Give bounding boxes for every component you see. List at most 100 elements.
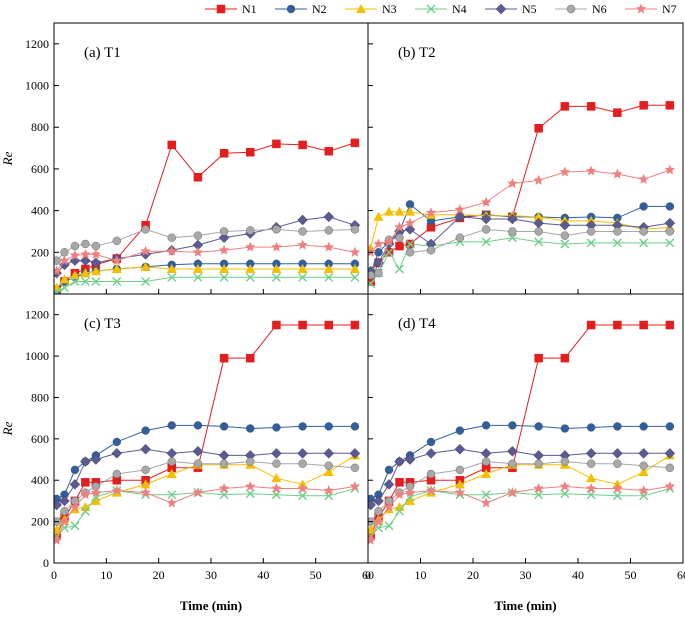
data-point-n1 xyxy=(395,478,404,487)
data-point-n2 xyxy=(374,248,383,257)
data-point-n6 xyxy=(374,507,383,516)
data-point-n1 xyxy=(350,138,360,148)
x-tick-label: 40 xyxy=(257,568,269,582)
y-tick-label: 1000 xyxy=(25,79,49,93)
data-point-n6 xyxy=(639,227,648,236)
data-point-n5 xyxy=(323,211,335,223)
data-point-n4 xyxy=(395,506,404,516)
data-point-n2 xyxy=(665,202,675,211)
legend-marker-n4 xyxy=(426,4,436,14)
data-point-n5 xyxy=(559,219,571,231)
data-point-n5 xyxy=(404,224,416,235)
data-point-n2 xyxy=(586,423,596,432)
data-point-n6 xyxy=(426,246,436,255)
data-point-n6 xyxy=(272,459,281,468)
data-point-n4 xyxy=(80,506,90,516)
data-point-n7 xyxy=(533,483,544,493)
data-point-n6 xyxy=(54,256,61,265)
y-tick-label: 400 xyxy=(31,473,49,487)
data-point-n4 xyxy=(219,272,229,282)
data-point-n3 xyxy=(90,495,101,505)
data-point-n6 xyxy=(70,241,80,251)
legend-marker-n6 xyxy=(566,4,576,14)
legend-item-n7: N7 xyxy=(625,2,677,16)
data-point-n1 xyxy=(560,353,570,363)
data-point-n6 xyxy=(613,227,622,236)
data-point-n4 xyxy=(271,272,281,282)
data-point-n1 xyxy=(219,353,229,363)
data-point-n1 xyxy=(272,139,281,149)
data-point-n7 xyxy=(90,487,102,498)
series-n3 xyxy=(54,261,360,292)
data-point-n5 xyxy=(368,499,376,511)
data-point-n2 xyxy=(613,422,622,431)
data-point-n3 xyxy=(638,466,649,476)
y-tick-label: 600 xyxy=(31,432,49,446)
data-point-n7 xyxy=(80,248,91,259)
data-point-n5 xyxy=(394,456,405,467)
data-point-n7 xyxy=(394,489,405,500)
legend-marker-n3 xyxy=(356,4,366,13)
data-point-n2 xyxy=(350,422,360,431)
data-point-n3 xyxy=(271,473,282,483)
data-point-n7 xyxy=(559,480,571,491)
data-point-n1 xyxy=(298,140,307,150)
data-point-n6 xyxy=(426,469,436,479)
data-point-n4 xyxy=(560,239,570,249)
data-point-n2 xyxy=(298,422,307,431)
data-point-n6 xyxy=(455,233,465,242)
legend-item-n5: N5 xyxy=(485,2,537,16)
data-point-n4 xyxy=(612,491,622,501)
data-point-n7 xyxy=(480,196,492,207)
data-point-n2 xyxy=(219,422,229,431)
data-point-n7 xyxy=(383,501,395,512)
data-point-n2 xyxy=(167,421,176,430)
data-point-n2 xyxy=(324,422,333,431)
y-tick-label: 1200 xyxy=(25,308,49,322)
y-tick-label: 1200 xyxy=(25,37,49,51)
data-point-n5 xyxy=(90,257,102,269)
data-point-n5 xyxy=(69,479,81,490)
data-point-n2 xyxy=(426,437,436,447)
panel-2-series xyxy=(368,101,676,289)
data-point-n4 xyxy=(54,287,62,294)
data-point-n7 xyxy=(245,480,256,491)
data-point-n1 xyxy=(665,101,675,110)
series-n6 xyxy=(368,225,675,280)
data-point-n5 xyxy=(271,448,282,459)
data-point-n5 xyxy=(507,213,518,225)
data-point-n4 xyxy=(395,264,404,274)
data-point-n4 xyxy=(298,272,308,282)
data-point-n5 xyxy=(59,495,70,507)
data-point-n6 xyxy=(350,463,360,473)
data-point-n5 xyxy=(533,450,544,461)
data-point-n2 xyxy=(639,202,648,211)
data-point-n2 xyxy=(455,426,465,435)
data-point-n4 xyxy=(70,521,80,531)
series-line-n4 xyxy=(370,488,671,537)
data-point-n3 xyxy=(323,263,334,273)
data-point-n2 xyxy=(112,437,122,447)
data-point-n1 xyxy=(586,320,596,330)
data-point-n4 xyxy=(405,239,415,249)
legend-item-n6: N6 xyxy=(555,2,607,16)
data-point-n3 xyxy=(111,263,122,273)
data-point-n6 xyxy=(219,227,229,236)
data-point-n7 xyxy=(166,497,177,508)
data-point-n5 xyxy=(218,232,230,243)
data-point-n7 xyxy=(404,487,416,498)
data-point-n6 xyxy=(193,459,203,468)
data-point-n5 xyxy=(323,448,335,459)
series-line-n2 xyxy=(56,263,355,293)
data-point-n2 xyxy=(272,423,281,432)
data-point-n5 xyxy=(480,448,492,459)
data-point-n6 xyxy=(112,469,122,479)
data-point-n1 xyxy=(324,146,333,156)
x-tick-label: 50 xyxy=(625,568,637,582)
data-point-n1 xyxy=(350,320,360,330)
data-point-n4 xyxy=(639,238,649,248)
data-point-n7 xyxy=(323,485,334,496)
data-point-n2 xyxy=(560,424,570,433)
data-point-n3 xyxy=(405,495,415,505)
